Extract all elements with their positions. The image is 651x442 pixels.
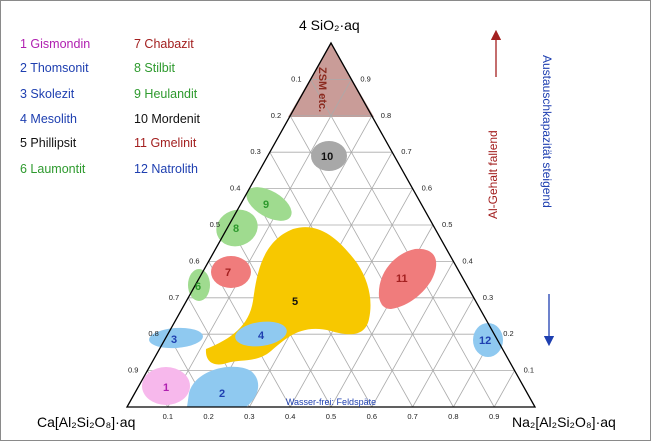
tick-label: 0.1 xyxy=(291,74,301,83)
legend-item-1: 1 Gismondin xyxy=(20,37,91,51)
tick-label: 0.8 xyxy=(381,111,391,120)
zone-12-natrolith xyxy=(473,323,503,357)
zone-9-heulandit xyxy=(246,187,292,221)
zone-10-mordenit xyxy=(311,141,347,171)
zone-4-mesolith xyxy=(235,321,287,347)
anhydrous-note: Wasser-frei: Feldspäte xyxy=(286,397,376,407)
zone-2-thomsonit xyxy=(187,366,259,407)
legend-item-12: 12 Natrolith xyxy=(134,162,198,176)
tick-label: 0.3 xyxy=(483,293,493,302)
legend-item-3: 3 Skolezit xyxy=(20,87,75,101)
grid-line xyxy=(167,79,352,408)
right-edge-ticks: 0.1 0.2 0.3 0.4 0.5 0.6 0.7 0.8 0.9 xyxy=(360,74,534,374)
zone-7-label: 7 xyxy=(225,267,231,279)
tick-label: 0.1 xyxy=(163,412,173,421)
tick-label: 0.7 xyxy=(401,147,411,156)
corner-top-label: 4 SiO₂·aq xyxy=(299,17,360,33)
zone-3-label: 3 xyxy=(171,334,177,346)
zone-1-label: 1 xyxy=(163,382,169,394)
legend-item-5: 5 Phillipsit xyxy=(20,136,77,150)
legend-item-8: 8 Stilbit xyxy=(134,61,175,75)
zone-11-label: 11 xyxy=(396,273,408,285)
legend-item-7: 7 Chabazit xyxy=(134,37,194,51)
tick-label: 0.5 xyxy=(326,412,336,421)
exchange-capacity-label: Austauschkapazität steigend xyxy=(540,55,554,208)
legend-item-9: 9 Heulandit xyxy=(134,87,198,101)
legend-item-11: 11 Gmelinit xyxy=(134,136,197,150)
zone-zsm xyxy=(288,43,374,117)
zone-10-label: 10 xyxy=(321,151,333,163)
zone-5-phillipsit xyxy=(205,227,371,365)
tick-label: 0.4 xyxy=(230,184,240,193)
tick-label: 0.7 xyxy=(407,412,417,421)
legend-item-6: 6 Laumontit xyxy=(20,162,86,176)
al-content-label: Al-Gehalt fallend xyxy=(486,130,500,219)
triangle-outline xyxy=(125,41,537,408)
zone-9-label: 9 xyxy=(263,199,269,211)
tick-label: 0.9 xyxy=(360,74,370,83)
zone-2-label: 2 xyxy=(219,388,225,400)
tick-label: 0.5 xyxy=(442,220,452,229)
zone-1-gismondin xyxy=(142,367,190,405)
tick-label: 0.2 xyxy=(271,111,281,120)
zone-7-chabazit xyxy=(211,256,251,288)
tick-label: 0.2 xyxy=(203,412,213,421)
bottom-edge-ticks: 0.1 0.2 0.3 0.4 0.5 0.6 0.7 0.8 0.9 xyxy=(163,412,500,421)
zone-6-label: 6 xyxy=(195,281,201,293)
tick-label: 0.9 xyxy=(489,412,499,421)
tick-label: 0.7 xyxy=(169,293,179,302)
zone-zsm-label: ZSM etc. xyxy=(316,67,328,112)
zone-8-stilbit xyxy=(216,209,258,247)
tick-label: 0.5 xyxy=(210,220,220,229)
zone-11-gmelinit xyxy=(378,248,437,309)
zone-4-label: 4 xyxy=(258,330,265,342)
tick-label: 0.8 xyxy=(148,329,158,338)
tick-label: 0.4 xyxy=(462,256,472,265)
corner-left-label: Ca[Al₂Si₂O₈]·aq xyxy=(37,414,136,430)
tick-label: 0.9 xyxy=(128,366,138,375)
grid-line xyxy=(493,370,515,408)
legend-item-4: 4 Mesolith xyxy=(20,112,77,126)
legend-item-10: 10 Mordenit xyxy=(134,112,201,126)
zone-5-label: 5 xyxy=(292,296,298,308)
tick-label: 0.2 xyxy=(503,329,513,338)
zone-6-laumontit xyxy=(188,269,210,301)
zone-12-label: 12 xyxy=(479,335,491,347)
zone-8-label: 8 xyxy=(233,223,239,235)
grid-line xyxy=(412,297,475,408)
tick-label: 0.4 xyxy=(285,412,295,421)
tick-label: 0.6 xyxy=(189,256,199,265)
tick-label: 0.6 xyxy=(367,412,377,421)
tick-label: 0.3 xyxy=(250,147,260,156)
tick-label: 0.1 xyxy=(524,366,534,375)
left-edge-ticks: 0.1 0.2 0.3 0.4 0.5 0.6 0.7 0.8 0.9 xyxy=(128,74,302,374)
tick-label: 0.8 xyxy=(448,412,458,421)
tick-label: 0.3 xyxy=(244,412,254,421)
tick-label: 0.6 xyxy=(422,184,432,193)
corner-right-label: Na₂[Al₂Si₂O₈]·aq xyxy=(512,414,616,430)
legend-item-2: 2 Thomsonit xyxy=(20,61,89,75)
grid-line xyxy=(310,79,495,408)
